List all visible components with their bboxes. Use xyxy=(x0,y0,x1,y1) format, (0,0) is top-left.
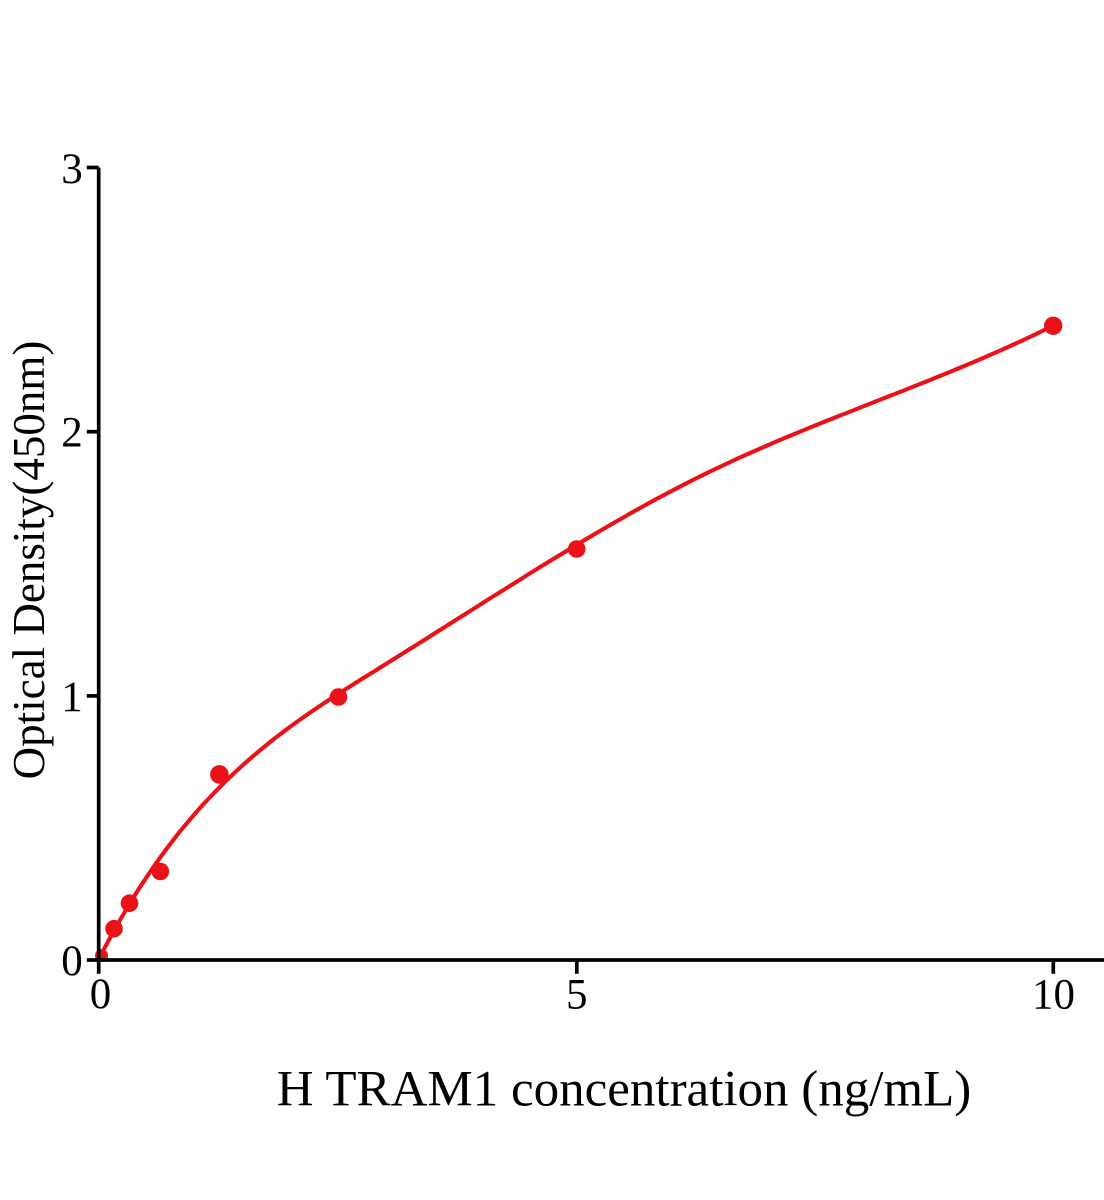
svg-text:2: 2 xyxy=(61,410,83,457)
svg-text:3: 3 xyxy=(61,146,83,193)
svg-text:0: 0 xyxy=(61,938,83,985)
svg-text:H TRAM1 concentration (ng/mL): H TRAM1 concentration (ng/mL) xyxy=(277,1062,972,1118)
svg-text:1: 1 xyxy=(61,674,83,721)
svg-text:0: 0 xyxy=(90,971,112,1018)
svg-text:5: 5 xyxy=(566,972,588,1019)
svg-text:Optical Density(450nm): Optical Density(450nm) xyxy=(4,341,54,780)
svg-text:10: 10 xyxy=(1032,972,1075,1019)
